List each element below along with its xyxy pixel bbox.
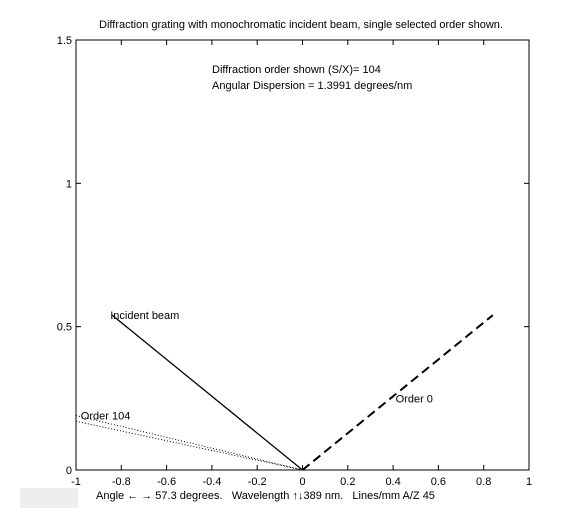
series-line-0 xyxy=(111,314,303,471)
y-tick-label: 1.5 xyxy=(57,35,72,47)
x-tick-label: 0.4 xyxy=(385,476,400,488)
chart-title: Diffraction grating with monochromatic i… xyxy=(99,19,503,31)
x-tick-label: -0.2 xyxy=(248,476,267,488)
x-tick-label: 0.8 xyxy=(476,476,491,488)
series-label-2: Order 104 xyxy=(81,411,131,423)
series-label-0: Incident beam xyxy=(110,310,179,322)
annotation-dispersion: Angular Dispersion = 1.3991 degrees/nm xyxy=(212,80,412,92)
series-group xyxy=(75,314,494,471)
y-tick-label: 0 xyxy=(66,465,72,477)
axis-ticks: -1 -0.8 -0.6 -0.4 -0.2 0 0.2 0.4 0.6 0.8 1 0 0.5 1 1.5 xyxy=(57,35,532,488)
series-label-1: Order 0 xyxy=(396,393,433,405)
status-bar: Angle ← → 57.3 degrees. Wavelength ↑↓389… xyxy=(96,490,435,502)
status-swatch xyxy=(20,488,78,508)
x-tick-label: 0 xyxy=(299,476,305,488)
x-tick-label: -0.8 xyxy=(112,476,131,488)
y-tick-label: 1 xyxy=(66,178,72,190)
x-tick-label: -0.4 xyxy=(202,476,221,488)
series-line-1 xyxy=(301,314,494,471)
x-tick-label: 0.6 xyxy=(431,476,446,488)
x-tick-label: -1 xyxy=(71,476,81,488)
x-tick-label: 0.2 xyxy=(340,476,355,488)
x-tick-label: 1 xyxy=(526,476,532,488)
annotation-order: Diffraction order shown (S/X)= 104 xyxy=(212,64,381,76)
series-labels: Incident beam Order 0 Order 104 xyxy=(81,310,433,422)
y-tick-label: 0.5 xyxy=(57,322,72,334)
x-tick-label: -0.6 xyxy=(157,476,176,488)
plot-frame xyxy=(75,39,530,471)
